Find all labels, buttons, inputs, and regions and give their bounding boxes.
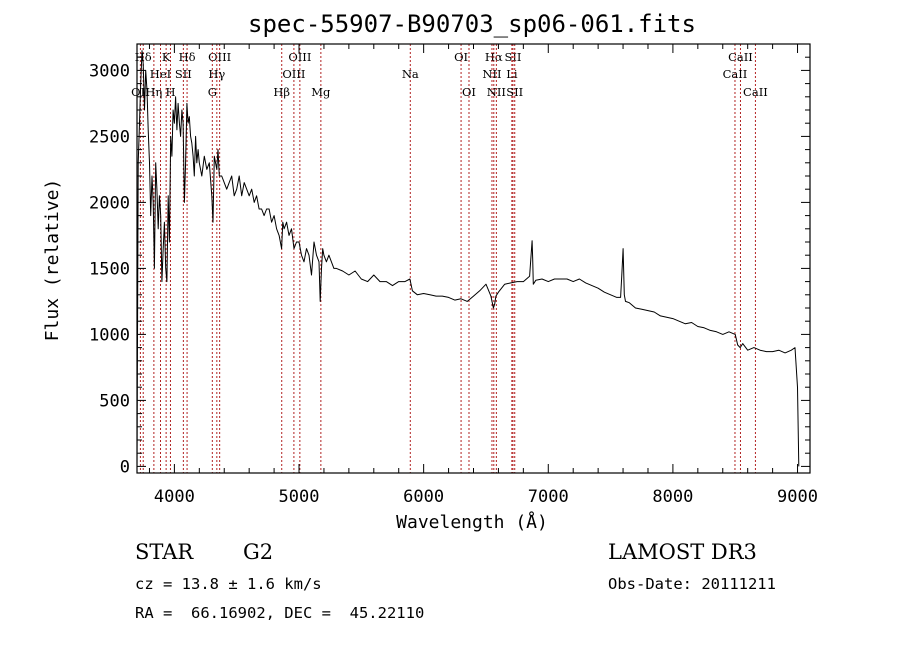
redshift-velocity: cz = 13.8 ± 1.6 km/s — [135, 575, 322, 593]
marker-label-0: Hδ — [179, 50, 196, 64]
marker-label-20: G — [208, 85, 217, 99]
observation-date: Obs-Date: 20111211 — [608, 575, 776, 593]
marker-label-23: OI — [462, 85, 476, 99]
marker-label-18: Hη — [145, 85, 162, 99]
marker-label-24: NII — [487, 85, 506, 99]
y-tick-label-6: 3000 — [89, 61, 130, 81]
x-tick-label-4: 8000 — [652, 487, 693, 507]
spectrum-series — [136, 50, 800, 467]
x-tick-label-1: 5000 — [279, 487, 320, 507]
marker-label-11: Hγ — [208, 67, 225, 81]
y-tick-label-1: 500 — [99, 391, 130, 411]
y-tick-label-5: 2500 — [89, 127, 130, 147]
y-tick-label-2: 1000 — [89, 325, 130, 345]
marker-label-13: Na — [402, 67, 419, 81]
marker-label-14: NII — [482, 67, 501, 81]
object-class: STAR — [135, 540, 194, 564]
chart-title: spec-55907-B90703_sp06-061.fits — [248, 10, 696, 38]
ra-dec-coordinates: RA = 66.16902, DEC = 45.22110 — [135, 604, 425, 622]
x-tick-label-2: 6000 — [403, 487, 444, 507]
x-tick-label-5: 9000 — [777, 487, 818, 507]
marker-label-25: SII — [506, 85, 523, 99]
plot-frame — [136, 43, 811, 474]
marker-label-3: OIII — [208, 50, 231, 64]
spectrum-line-0 — [136, 50, 800, 467]
marker-label-19: H — [165, 85, 175, 99]
survey-name: LAMOST DR3 — [608, 540, 757, 564]
object-subclass: G2 — [243, 540, 274, 564]
marker-label-15: Li — [506, 67, 518, 81]
marker-label-21: Hβ — [273, 85, 290, 99]
marker-label-4: OIII — [288, 50, 311, 64]
x-axis: 4000 5000 6000 7000 8000 9000 — [148, 44, 818, 507]
y-tick-label-0: 0 — [120, 457, 130, 477]
y-axis: 0 500 1000 1500 2000 2500 3000 — [89, 56, 810, 477]
marker-label-26: CaII — [743, 85, 768, 99]
marker-label-7: SII — [504, 50, 521, 64]
marker-label-12: OIII — [282, 67, 305, 81]
marker-label-9: HeI — [150, 67, 171, 81]
x-axis-label: Wavelength (Å) — [396, 511, 548, 533]
marker-label-1: K — [162, 50, 171, 64]
marker-label-16: CaII — [723, 67, 748, 81]
marker-label-2: Hδ — [135, 50, 152, 64]
y-axis-label: Flux (relative) — [42, 179, 63, 342]
marker-label-10: SII — [175, 67, 192, 81]
marker-label-6: Hα — [485, 50, 503, 64]
x-tick-label-3: 7000 — [528, 487, 569, 507]
y-tick-label-4: 2000 — [89, 193, 130, 213]
y-tick-label-3: 1500 — [89, 259, 130, 279]
marker-label-5: OI — [454, 50, 468, 64]
marker-label-8: CaII — [728, 50, 753, 64]
marker-label-22: Mg — [311, 85, 331, 99]
x-tick-label-0: 4000 — [154, 487, 195, 507]
